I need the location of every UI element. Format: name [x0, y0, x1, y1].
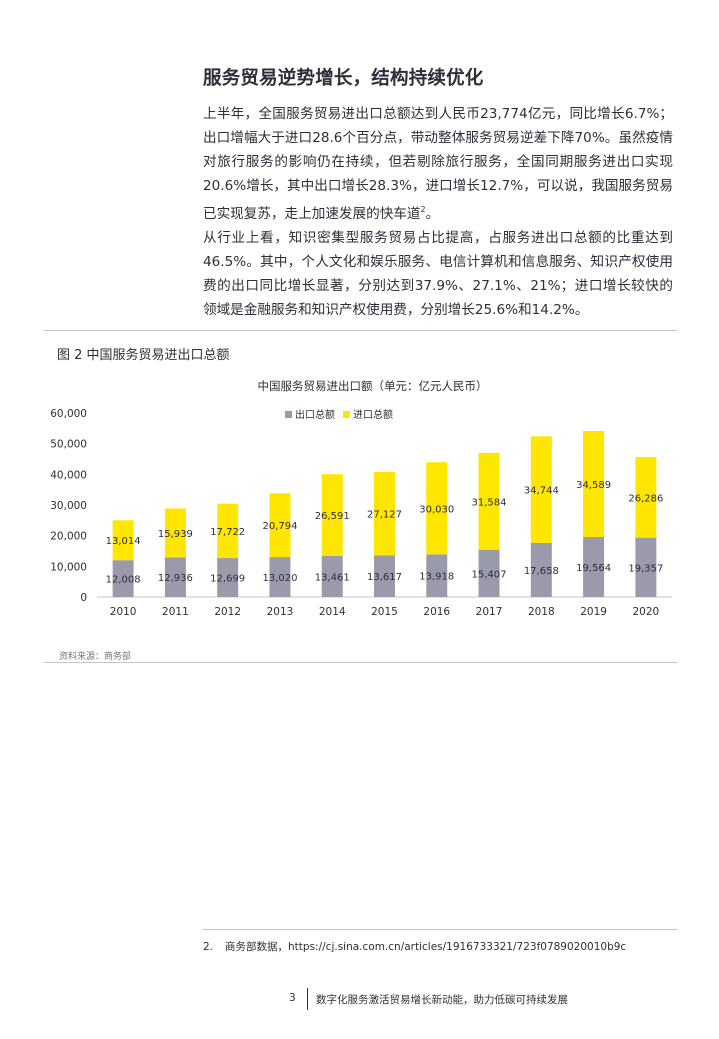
bar-import-2015 [374, 472, 395, 556]
bar-export-2014 [321, 555, 343, 597]
data-label-export-2013: 13,020 [262, 573, 297, 584]
data-label-export-2017: 15,407 [472, 569, 507, 580]
data-label-import-2019: 34,589 [576, 480, 611, 491]
bar-import-2014 [321, 474, 343, 556]
x-tick-label-2010: 2010 [110, 606, 137, 618]
data-label-import-2018: 34,744 [524, 486, 559, 497]
bar-export-2016 [426, 554, 448, 597]
section-heading: 服务贸易逆势增长，结构持续优化 [203, 68, 484, 89]
bar-export-2018 [530, 542, 552, 597]
page-number: 3 [289, 992, 296, 1004]
figure-bottom-rule [44, 662, 677, 663]
bar-import-2013 [269, 493, 291, 558]
data-label-export-2015: 13,617 [367, 572, 402, 583]
footer-title: 数字化服务激活贸易增长新动能，助力低碳可持续发展 [316, 994, 568, 1006]
bar-export-2020 [635, 537, 657, 597]
footnote-text[interactable]: 商务部数据，https://cj.sina.com.cn/articles/19… [225, 941, 627, 953]
bar-export-2011 [164, 557, 186, 597]
footnote-rule [203, 929, 677, 930]
data-label-import-2017: 31,584 [472, 497, 507, 508]
footnote-ref[interactable]: 2 [420, 205, 426, 214]
x-tick-label-2015: 2015 [371, 606, 398, 618]
legend-swatch-export [285, 411, 292, 418]
data-label-export-2011: 12,936 [158, 573, 193, 584]
paragraph-1: 上半年，全国服务贸易进出口总额达到人民币23,774亿元，同比增长6.7%；出口… [203, 102, 673, 226]
x-tick-label-2018: 2018 [528, 606, 555, 618]
paragraph-1-end: 。 [425, 206, 440, 222]
y-tick-label: 50,000 [50, 439, 87, 451]
paragraph-2: 从行业上看，知识密集型服务贸易占比提高，占服务进出口总额的比重达到46.5%。其… [203, 230, 673, 318]
bar-import-2012 [217, 503, 239, 559]
legend-label-import: 进口总额 [353, 408, 393, 421]
y-tick-label: 10,000 [50, 561, 87, 573]
x-tick-label-2019: 2019 [580, 606, 607, 618]
data-label-export-2012: 12,699 [210, 574, 245, 585]
data-label-import-2014: 26,591 [315, 511, 350, 522]
data-label-import-2011: 15,939 [158, 529, 193, 540]
y-tick-label: 40,000 [50, 469, 87, 481]
x-tick-label-2020: 2020 [632, 606, 659, 618]
data-label-import-2010: 13,014 [106, 536, 141, 547]
data-label-import-2015: 27,127 [367, 510, 402, 521]
paragraph-1-text: 上半年，全国服务贸易进出口总额达到人民币23,774亿元，同比增长6.7%；出口… [203, 106, 673, 222]
x-tick-label-2016: 2016 [423, 606, 450, 618]
chart-title: 中国服务贸易进出口额（单元：亿元人民币） [258, 379, 488, 393]
x-tick-label-2012: 2012 [214, 606, 241, 618]
stacked-bar-chart: 中国服务贸易进出口额（单元：亿元人民币） 出口总额 进口总额 0 10,000 20,00… [50, 379, 672, 618]
footnote-number: 2. [203, 941, 214, 953]
y-tick-label: 0 [80, 592, 87, 604]
bar-export-2019 [583, 537, 605, 597]
bar-import-2018 [530, 436, 552, 543]
bar-export-2017 [478, 549, 500, 597]
y-tick-label: 30,000 [50, 500, 87, 512]
x-tick-label-2013: 2013 [267, 606, 294, 618]
data-label-export-2018: 17,658 [524, 566, 559, 577]
figure-top-rule [44, 330, 677, 331]
bar-import-2020 [635, 457, 657, 538]
data-label-import-2013: 20,794 [262, 521, 297, 532]
bar-import-2019 [583, 430, 605, 538]
data-label-import-2020: 26,286 [628, 493, 663, 504]
bar-export-2015 [374, 555, 395, 597]
y-tick-label: 20,000 [50, 531, 87, 543]
data-label-export-2016: 13,918 [419, 572, 454, 583]
bar-export-2010 [112, 560, 134, 597]
data-label-export-2019: 19,564 [576, 563, 611, 574]
y-tick-label: 60,000 [50, 408, 87, 420]
data-label-import-2012: 17,722 [210, 527, 245, 538]
legend-swatch-import [343, 411, 350, 418]
data-label-export-2010: 12,008 [106, 575, 141, 586]
figure-label: 图 2 中国服务贸易进出口总额 [57, 348, 230, 363]
bar-import-2011 [164, 508, 186, 558]
footer-separator [307, 988, 308, 1010]
bar-export-2013 [269, 557, 291, 597]
data-label-export-2014: 13,461 [315, 572, 350, 583]
x-tick-label-2011: 2011 [162, 606, 189, 618]
x-tick-label-2017: 2017 [476, 606, 503, 618]
bar-import-2016 [426, 462, 448, 555]
data-label-import-2016: 30,030 [419, 504, 454, 515]
x-tick-label-2014: 2014 [319, 606, 346, 618]
bar-import-2017 [478, 452, 500, 550]
bar-export-2012 [217, 558, 239, 597]
footnote: 2. 商务部数据，https://cj.sina.com.cn/articles/… [203, 939, 626, 954]
data-label-export-2020: 19,357 [628, 563, 663, 574]
figure-source: 资料来源：商务部 [59, 652, 132, 662]
bar-import-2010 [112, 520, 134, 561]
legend-label-export: 出口总额 [295, 408, 335, 421]
